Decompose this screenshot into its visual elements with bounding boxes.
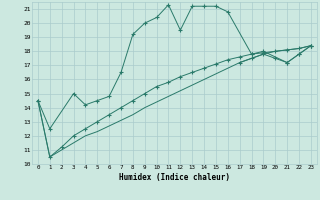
X-axis label: Humidex (Indice chaleur): Humidex (Indice chaleur) [119, 173, 230, 182]
